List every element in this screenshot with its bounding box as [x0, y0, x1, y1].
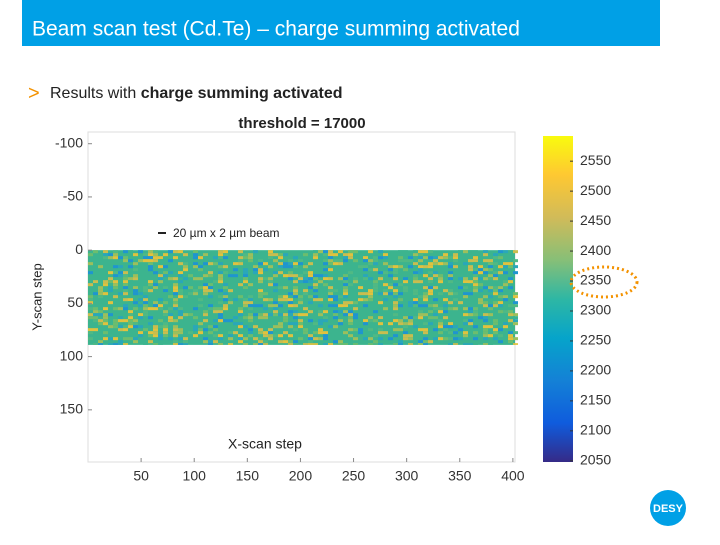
- bullet-normal: Results with: [50, 85, 136, 102]
- bullet-marker: >: [28, 82, 40, 104]
- colorbar: [543, 136, 573, 462]
- x-tick-label: 150: [236, 468, 260, 484]
- slide-title: Beam scan test (Cd.Te) – charge summing …: [32, 18, 520, 41]
- colorbar-tick-label: 2050: [580, 452, 611, 468]
- colorbar-tick-label: 2150: [580, 392, 611, 408]
- colorbar-tick-label: 2400: [580, 242, 611, 258]
- header-bar: [22, 0, 660, 46]
- colorbar-tick-label: 2250: [580, 332, 611, 348]
- heatmap: [88, 250, 518, 345]
- y-tick-label: -100: [55, 134, 83, 150]
- x-tick-label: 350: [448, 468, 472, 484]
- y-tick-label: 150: [60, 401, 84, 417]
- colorbar-tick-label: 2350: [580, 272, 611, 288]
- colorbar-tick-label: 2450: [580, 212, 611, 228]
- colorbar-tick-label: 2100: [580, 422, 611, 438]
- colorbar-tick-label: 2500: [580, 182, 611, 198]
- colorbar-tick-label: 2200: [580, 362, 611, 378]
- bullet-text: Results with charge summing activated: [50, 85, 343, 102]
- y-tick-label: 50: [67, 294, 83, 310]
- x-tick-label: 200: [289, 468, 313, 484]
- y-axis-label: Y-scan step: [29, 263, 44, 330]
- colorbar-tick-label: 2300: [580, 302, 611, 318]
- bullet-bold: charge summing activated: [141, 85, 343, 102]
- y-tick-label: 100: [60, 347, 84, 363]
- logo-text: DESY: [653, 503, 684, 515]
- annotation: 20 µm x 2 µm beam: [173, 226, 280, 240]
- colorbar-tick-label: 2550: [580, 152, 611, 168]
- x-axis-label: X-scan step: [228, 436, 302, 452]
- y-tick-label: 0: [75, 241, 83, 257]
- x-tick-label: 100: [183, 468, 207, 484]
- x-tick-label: 50: [133, 468, 149, 484]
- x-tick-label: 250: [342, 468, 366, 484]
- logo: DESY: [650, 490, 686, 526]
- chart-title: threshold = 17000: [238, 115, 365, 132]
- y-tick-label: -50: [63, 188, 83, 204]
- highlight-ellipse: [569, 265, 639, 299]
- x-tick-label: 300: [395, 468, 419, 484]
- x-tick-label: 400: [501, 468, 525, 484]
